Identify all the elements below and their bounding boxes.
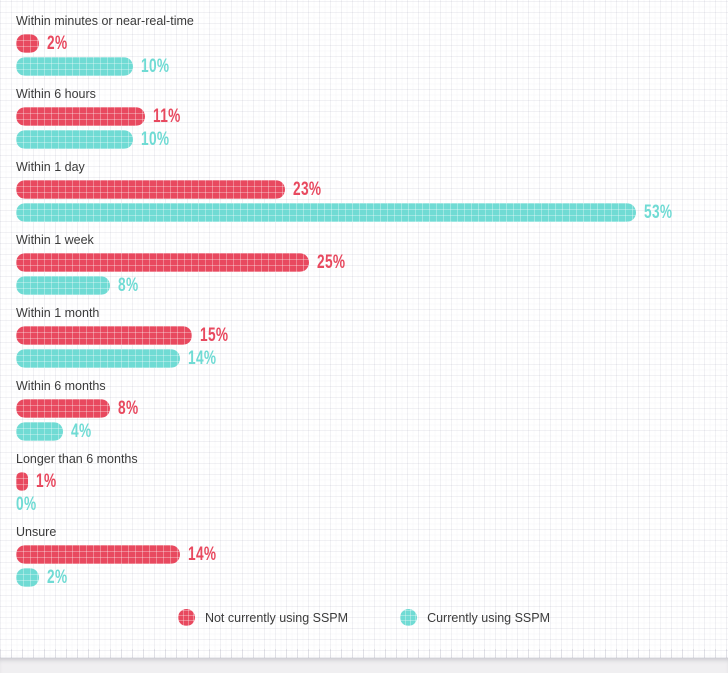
bar-row-not-currently-using-sspm: 1% (16, 470, 728, 492)
value-label: 0% (16, 493, 37, 515)
category-label: Within 1 month (16, 306, 100, 320)
grouped-bar-chart: Within minutes or near-real-time 2% 10% Wit… (16, 14, 728, 588)
bar-not-currently-using-sspm (16, 107, 145, 126)
bar-row-currently-using-sspm: 10% (16, 55, 728, 77)
bar-currently-using-sspm (16, 276, 110, 295)
bar-row-not-currently-using-sspm: 2% (16, 32, 728, 54)
value-label: 2% (47, 32, 68, 54)
value-label: 23% (293, 178, 322, 200)
bar-currently-using-sspm (16, 568, 39, 587)
chart-group-within-6-months: Within 6 months 8% 4% (16, 379, 728, 442)
bar-row-not-currently-using-sspm: 25% (16, 251, 728, 273)
chart-group-within-6-hours: Within 6 hours 11% 10% (16, 87, 728, 150)
bar-currently-using-sspm (16, 349, 180, 368)
bar-currently-using-sspm (16, 422, 63, 441)
bar-currently-using-sspm (16, 203, 636, 222)
value-label: 8% (118, 274, 139, 296)
legend: Not currently using SSPM Currently using… (0, 609, 728, 626)
value-label: 15% (200, 324, 229, 346)
legend-swatch-not-using-sspm-icon (177, 609, 195, 626)
legend-swatch-using-sspm-icon (400, 609, 418, 626)
category-label: Longer than 6 months (16, 452, 138, 466)
category-label: Within 1 day (16, 160, 85, 174)
legend-label-using-sspm: Currently using SSPM (427, 610, 551, 625)
bar-currently-using-sspm (16, 130, 133, 149)
bar-not-currently-using-sspm (16, 399, 110, 418)
bar-currently-using-sspm (16, 57, 133, 76)
page-background-strip (0, 658, 728, 673)
chart-group-within-1-month: Within 1 month 15% 14% (16, 306, 728, 369)
value-label: 10% (141, 55, 170, 77)
chart-group-longer-than-6-months: Longer than 6 months 1% 0% (16, 452, 728, 515)
bar-row-currently-using-sspm: 4% (16, 420, 728, 442)
value-label: 1% (36, 470, 57, 492)
bar-row-currently-using-sspm: 0% (16, 493, 728, 515)
value-label: 14% (188, 347, 217, 369)
bar-row-currently-using-sspm: 10% (16, 128, 728, 150)
chart-group-within-minutes-or-near-real-time: Within minutes or near-real-time 2% 10% (16, 14, 728, 77)
bar-not-currently-using-sspm (16, 545, 180, 564)
value-label: 2% (47, 566, 68, 588)
bar-row-currently-using-sspm: 53% (16, 201, 728, 223)
bar-row-not-currently-using-sspm: 14% (16, 543, 728, 565)
bar-not-currently-using-sspm (16, 326, 192, 345)
value-label: 14% (188, 543, 217, 565)
chart-group-unsure: Unsure 14% 2% (16, 525, 728, 588)
bar-not-currently-using-sspm (16, 34, 39, 53)
category-label: Unsure (16, 525, 57, 539)
category-label: Within 6 hours (16, 87, 96, 101)
chart-group-within-1-day: Within 1 day 23% 53% (16, 160, 728, 223)
page-edge-texture (0, 649, 728, 658)
value-label: 11% (153, 105, 181, 127)
legend-label-not-using-sspm: Not currently using SSPM (204, 610, 349, 625)
bar-row-not-currently-using-sspm: 23% (16, 178, 728, 200)
bar-row-not-currently-using-sspm: 11% (16, 105, 728, 127)
bar-not-currently-using-sspm (16, 253, 309, 272)
chart-group-within-1-week: Within 1 week 25% 8% (16, 233, 728, 296)
value-label: 4% (71, 420, 92, 442)
category-label: Within 1 week (16, 233, 94, 247)
legend-item-not-using-sspm: Not currently using SSPM (177, 609, 349, 626)
legend-item-using-sspm: Currently using SSPM (400, 609, 550, 626)
value-label: 25% (317, 251, 346, 273)
value-label: 53% (644, 201, 673, 223)
bar-not-currently-using-sspm (16, 180, 285, 199)
value-label: 10% (141, 128, 170, 150)
category-label: Within 6 months (16, 379, 106, 393)
bar-row-currently-using-sspm: 8% (16, 274, 728, 296)
bar-row-not-currently-using-sspm: 15% (16, 324, 728, 346)
bar-row-not-currently-using-sspm: 8% (16, 397, 728, 419)
value-label: 8% (118, 397, 139, 419)
category-label: Within minutes or near-real-time (16, 14, 194, 28)
bar-not-currently-using-sspm (16, 472, 28, 491)
bar-row-currently-using-sspm: 2% (16, 566, 728, 588)
bar-row-currently-using-sspm: 14% (16, 347, 728, 369)
